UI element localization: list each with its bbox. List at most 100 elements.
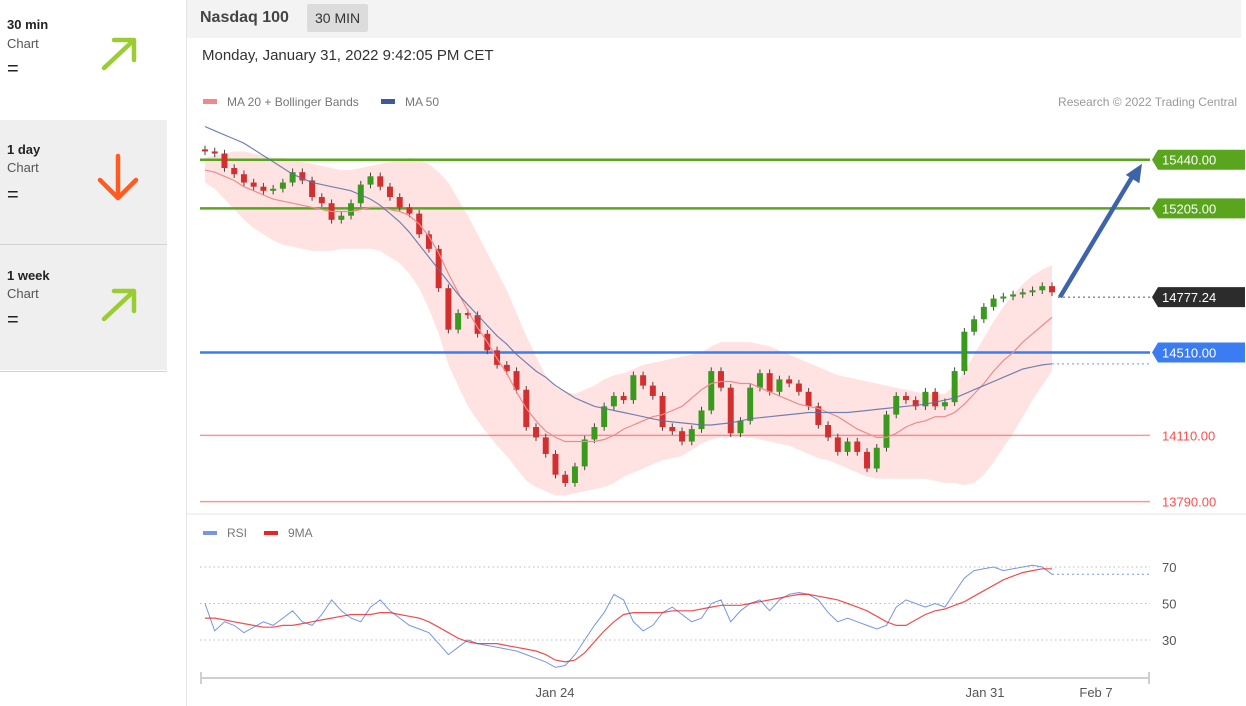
target-arrow-head xyxy=(1125,163,1142,184)
chart-legend: MA 20 + Bollinger Bands MA 50 xyxy=(203,95,439,109)
candle-body xyxy=(659,395,666,428)
candle-body xyxy=(805,391,812,407)
resistance-2-tag xyxy=(1152,198,1245,219)
sidebar-item-period: 30 min xyxy=(7,17,49,32)
candle-body xyxy=(883,414,890,448)
candle-body xyxy=(455,313,462,330)
candle-body xyxy=(776,379,783,392)
candle-body xyxy=(756,373,763,388)
candle-body xyxy=(649,385,656,396)
rsi-level-label: 70 xyxy=(1162,560,1176,575)
pivot-label: 14510.00 xyxy=(1162,345,1216,360)
sidebar-item-1day[interactable]: 1 day Chart = xyxy=(0,120,167,245)
legend-rsi-label: RSI xyxy=(227,526,247,540)
candle-body xyxy=(464,313,471,316)
candle-body xyxy=(708,371,715,411)
candle-body xyxy=(912,400,919,407)
chart-datetime: Monday, January 31, 2022 9:42:05 PM CET xyxy=(202,47,494,64)
candle-body xyxy=(834,437,841,452)
candle-body xyxy=(309,180,316,198)
legend-ma20-label: MA 20 + Bollinger Bands xyxy=(227,95,359,109)
candle-body xyxy=(902,395,909,401)
candle-body xyxy=(533,427,539,438)
candle-body xyxy=(698,410,705,430)
candle-body xyxy=(766,373,773,392)
candle-body xyxy=(240,174,247,183)
candle-body xyxy=(1039,286,1046,291)
x-tick-label: Jan 31 xyxy=(965,685,1004,700)
candle-body xyxy=(737,420,744,434)
candle-body xyxy=(231,168,238,175)
candle-body xyxy=(893,395,900,415)
chart-header: Nasdaq 100 30 MIN xyxy=(187,0,1241,38)
resistance-1-tag xyxy=(1152,149,1245,170)
bollinger-band-fill xyxy=(205,151,1052,496)
timeframe-sidebar: 30 min Chart = 1 day Chart = 1 week Char… xyxy=(0,0,167,372)
rsi-line xyxy=(204,564,1053,668)
candle-body xyxy=(961,331,968,372)
target-arrow-shaft xyxy=(1058,172,1136,299)
candle-body xyxy=(786,379,793,384)
sidebar-item-kind: Chart xyxy=(7,36,39,51)
candle-body xyxy=(367,176,374,185)
candle-body xyxy=(747,387,754,421)
candle-body xyxy=(601,406,608,428)
candle-body xyxy=(1049,286,1055,293)
sidebar-item-signal: = xyxy=(7,58,19,80)
sidebar-item-1week[interactable]: 1 week Chart = xyxy=(0,245,167,370)
candle-body xyxy=(318,197,325,204)
candle-body xyxy=(279,182,286,189)
candle-body xyxy=(630,375,637,401)
sidebar-item-30min[interactable]: 30 min Chart = xyxy=(0,0,167,125)
candle-body xyxy=(221,153,228,169)
candle-body xyxy=(679,431,686,442)
sidebar-divider xyxy=(0,244,167,245)
candle-body xyxy=(299,172,306,181)
candle-body xyxy=(396,197,403,208)
candle-body xyxy=(951,371,958,403)
legend-swatch-rsi xyxy=(203,531,217,535)
timeframe-badge[interactable]: 30 MIN xyxy=(307,4,369,32)
arrow-up-right-icon xyxy=(101,288,137,322)
last-price-tag xyxy=(1152,287,1245,308)
candle-body xyxy=(591,427,598,440)
legend-9ma-label: 9MA xyxy=(288,526,313,540)
candle-body xyxy=(581,439,588,467)
legend-ma50-label: MA 50 xyxy=(405,95,439,109)
ma20-line xyxy=(204,169,1053,443)
candle-body xyxy=(1000,296,1007,299)
candle-body xyxy=(922,391,929,407)
legend-swatch-9ma xyxy=(264,531,278,535)
candle-body xyxy=(873,447,880,469)
candle-body xyxy=(357,184,364,204)
resistance-1-label: 15440.00 xyxy=(1162,153,1216,168)
candle-body xyxy=(270,188,277,191)
arrow-down-icon xyxy=(97,153,139,201)
candle-body xyxy=(1029,290,1036,293)
candle-body xyxy=(542,437,549,454)
candle-body xyxy=(406,207,413,214)
candle-body xyxy=(864,451,871,469)
x-tick-label: Feb 7 xyxy=(1079,685,1112,700)
candle-body xyxy=(338,215,345,220)
candle-body xyxy=(260,186,267,191)
sidebar-item-signal: = xyxy=(7,184,19,206)
candle-body xyxy=(941,402,948,407)
support-2-label: 13790.00 xyxy=(1162,495,1216,510)
candle-body xyxy=(844,441,851,452)
sidebar-item-period: 1 day xyxy=(7,142,41,157)
sidebar-item-period: 1 week xyxy=(7,268,50,283)
candle-body xyxy=(202,149,208,152)
candle-body xyxy=(552,453,559,475)
candle-body xyxy=(562,474,569,483)
candle-body xyxy=(980,306,987,320)
candle-body xyxy=(250,182,257,187)
pivot-tag xyxy=(1152,342,1245,363)
legend-swatch-ma50 xyxy=(381,99,395,104)
candle-body xyxy=(289,172,296,183)
candle-body xyxy=(435,248,442,289)
rsi-level-label: 50 xyxy=(1162,597,1176,612)
candle-body xyxy=(1019,292,1026,295)
candle-body xyxy=(718,371,724,388)
